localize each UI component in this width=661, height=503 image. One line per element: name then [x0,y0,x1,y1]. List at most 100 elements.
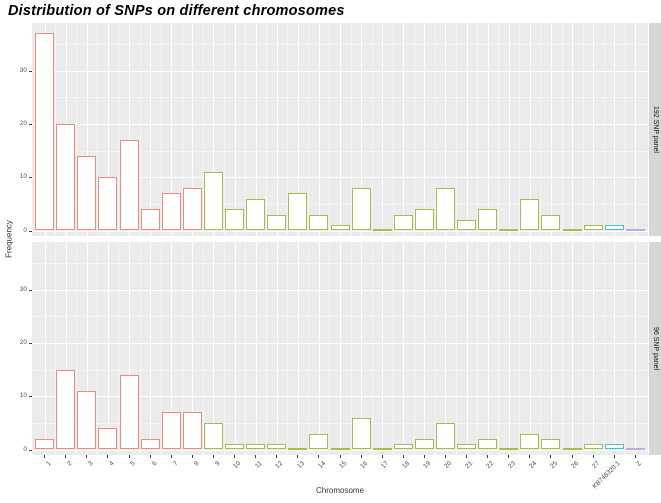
gridline-v-major [86,242,88,455]
bar-chr14 [309,433,329,450]
gridline-v-major [107,23,109,236]
bar-chr17-zero [372,448,392,450]
gridline-v-major [171,242,173,455]
bar-chr14 [309,214,329,231]
x-tick-label: 5 [129,460,137,468]
x-tick-mark [212,455,214,458]
bar-chr18 [393,214,413,231]
x-tick-label: 11 [253,460,264,470]
bar-chr16 [351,187,371,231]
x-tick-label: 4 [108,460,116,468]
gridline-v-minor [434,23,436,236]
bar-chr25 [541,214,561,231]
gridline-v-major [572,242,574,455]
x-tick-label: 7 [171,460,180,468]
gridline-v-minor [55,242,57,455]
bar-chr24 [520,433,540,450]
gridline-v-minor [350,23,352,236]
x-tick-mark [191,455,193,458]
gridline-v-minor [266,242,268,455]
gridline-v-major [382,23,384,236]
gridline-v-major [297,23,299,236]
bar-chr5 [119,139,139,231]
gridline-v-major [403,242,405,455]
bar-chr21 [457,444,477,450]
x-tick-label: 21 [464,460,475,471]
x-tick-label: 23 [506,460,517,471]
x-tick-label: 6 [150,460,159,468]
x-tick-label: 16 [358,460,370,471]
bar-chr1 [35,438,55,450]
x-tick-label: 25 [548,460,559,471]
gridline-v-minor [392,23,394,236]
gridline-v-major [593,242,595,455]
bar-chr21 [457,219,477,231]
gridline-v-major [424,242,426,455]
y-tick-mark [29,396,32,398]
x-tick-label: 24 [527,460,538,471]
y-tick-label: 0 [23,445,27,453]
gridline-v-major [44,242,46,455]
x-tick-mark [170,455,172,458]
gridline-v-minor [540,23,542,236]
x-tick-mark [571,455,573,458]
x-tick-label: 14 [316,460,327,471]
x-tick-mark [360,455,362,458]
x-tick-mark [529,455,531,458]
y-tick-label: 0 [23,226,27,234]
gridline-v-major [529,242,531,455]
x-tick-label: 17 [380,460,391,471]
gridline-v-major [593,23,595,236]
gridline-v-minor [456,23,458,236]
x-tick-label: Z [635,460,644,468]
gridline-v-minor [245,242,247,455]
y-tick-label: 30 [19,66,27,74]
gridline-v-minor [223,242,225,455]
gridline-v-major [276,23,278,236]
bar-chr13 [288,193,308,231]
gridline-v-major [445,23,447,236]
x-tick-mark [487,455,489,458]
x-tick-mark [234,455,236,458]
y-tick-mark [29,70,32,72]
gridline-v-major [361,23,363,236]
gridline-v-minor [413,23,415,236]
bar-chr22 [478,209,498,231]
x-tick-label: 20 [443,460,454,471]
chart-title: Distribution of SNPs on different chromo… [8,3,345,19]
gridline-v-minor [456,242,458,455]
gridline-v-major [192,23,194,236]
gridline-v-major [614,242,616,455]
bar-chr8 [182,412,202,450]
gridline-v-minor [540,242,542,455]
x-tick-mark [508,455,510,458]
bar-chrZ-zero [625,229,645,231]
gridline-v-major [255,242,257,455]
gridline-v-minor [371,23,373,236]
gridline-v-major [466,23,468,236]
bar-chr26-zero [562,229,582,231]
gridline-v-minor [160,242,162,455]
x-tick-mark [86,455,88,458]
y-tick-label: 30 [19,285,27,293]
bar-chrKB748320.1 [604,444,624,450]
gridline-v-minor [76,23,78,236]
x-tick-mark [634,455,636,458]
gridline-v-major [466,242,468,455]
gridline-v-major [614,23,616,236]
gridline-v-minor [160,23,162,236]
bar-chr11 [246,444,266,450]
bar-chr16 [351,417,371,450]
gridline-v-minor [519,242,521,455]
gridline-v-major [129,242,131,455]
gridline-v-major [129,23,131,236]
bar-chr6 [140,209,160,231]
y-tick-label: 20 [19,119,27,127]
bar-chr19 [414,438,434,450]
x-tick-label: 19 [422,460,433,471]
x-tick-mark [149,455,151,458]
gridline-v-minor [498,242,500,455]
gridline-v-minor [97,242,99,455]
bar-chr18 [393,444,413,450]
bar-chr17-zero [372,229,392,231]
